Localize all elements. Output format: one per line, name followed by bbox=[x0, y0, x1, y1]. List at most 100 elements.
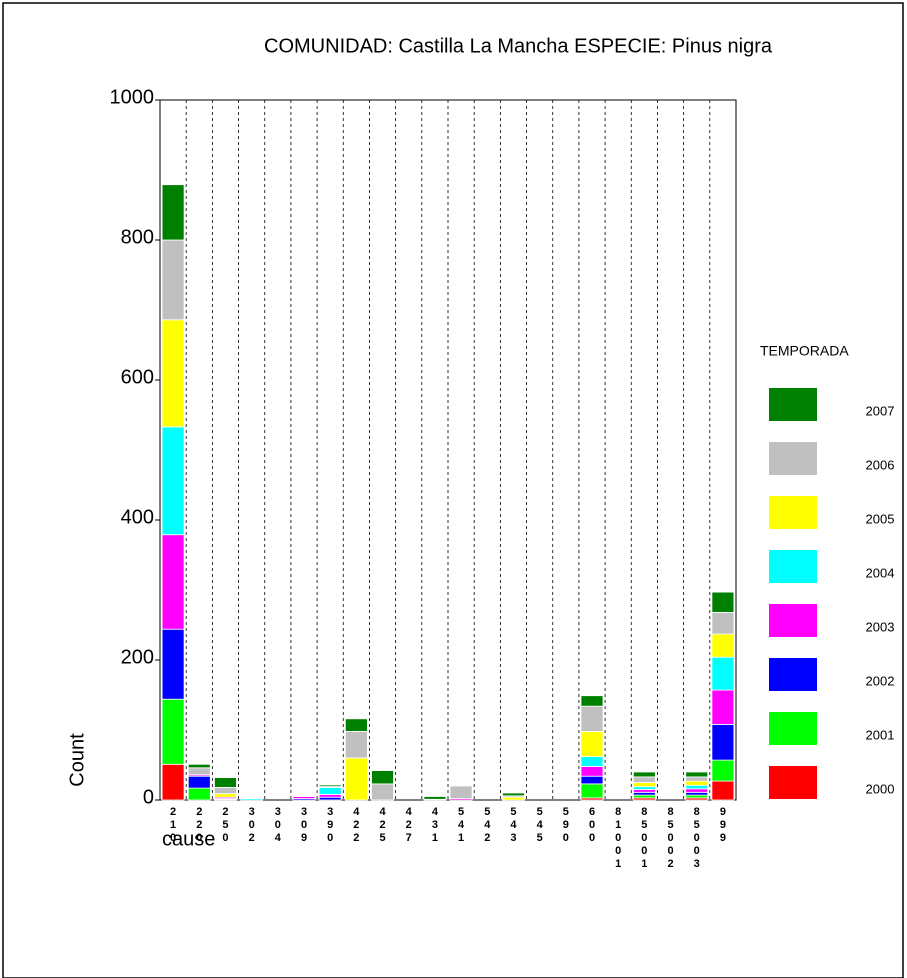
x-tick-char: 0 bbox=[327, 832, 333, 844]
x-tick-char: 4 bbox=[406, 806, 413, 818]
bar-segment bbox=[318, 787, 342, 795]
bar-segment bbox=[161, 319, 185, 428]
bar-segment bbox=[685, 780, 709, 786]
x-tick-char: 2 bbox=[196, 819, 202, 831]
x-tick-char: 0 bbox=[694, 845, 700, 857]
legend-label: 2003 bbox=[866, 619, 895, 634]
x-tick-char: 5 bbox=[641, 819, 647, 831]
x-tick-char: 0 bbox=[563, 832, 569, 844]
bar-segment bbox=[423, 796, 447, 800]
bar-segment bbox=[580, 783, 604, 799]
bar-segment bbox=[161, 426, 185, 536]
x-tick-char: 5 bbox=[537, 832, 543, 844]
bar-segment bbox=[685, 791, 709, 796]
legend-label: 2005 bbox=[866, 511, 895, 526]
x-tick-char: 0 bbox=[667, 832, 673, 844]
bar-segment bbox=[685, 771, 709, 778]
bar-segment bbox=[580, 705, 604, 732]
bar-segment bbox=[214, 793, 237, 798]
x-tick-char: 0 bbox=[694, 832, 700, 844]
x-tick-char: 2 bbox=[667, 858, 673, 870]
bar-segment bbox=[711, 780, 735, 801]
x-tick-char: 0 bbox=[641, 832, 647, 844]
legend-title: TEMPORADA bbox=[760, 343, 849, 359]
legend-label: 2006 bbox=[866, 457, 895, 472]
x-tick-char: 6 bbox=[589, 806, 595, 818]
x-tick-char: 0 bbox=[170, 832, 176, 844]
bar-segment bbox=[711, 633, 735, 658]
x-tick-char: 5 bbox=[537, 806, 543, 818]
legend-swatch bbox=[769, 658, 817, 691]
x-tick-char: 1 bbox=[641, 858, 647, 870]
bar-segment bbox=[161, 239, 185, 321]
x-tick-char: 5 bbox=[379, 832, 385, 844]
x-tick-char: 0 bbox=[275, 819, 281, 831]
x-tick-char: 4 bbox=[484, 819, 491, 831]
x-tick-char: 2 bbox=[196, 806, 202, 818]
bar-segment bbox=[214, 787, 237, 795]
x-tick-char: 0 bbox=[667, 845, 673, 857]
x-tick-char: 3 bbox=[275, 806, 281, 818]
bar-segment bbox=[214, 777, 237, 788]
x-tick-char: 0 bbox=[641, 845, 647, 857]
bar-segment bbox=[371, 770, 394, 785]
x-tick-char: 5 bbox=[222, 819, 228, 831]
x-tick-char: 0 bbox=[301, 819, 307, 831]
legend-swatch bbox=[769, 604, 817, 637]
y-tick-label: 400 bbox=[121, 506, 154, 528]
x-tick-char: 0 bbox=[589, 832, 595, 844]
x-tick-char: 1 bbox=[458, 832, 464, 844]
x-tick-char: 0 bbox=[615, 845, 621, 857]
bar-segment bbox=[685, 794, 709, 799]
bar-segment bbox=[632, 771, 656, 778]
x-tick-char: 9 bbox=[720, 806, 726, 818]
x-tick-char: 9 bbox=[301, 832, 307, 844]
bar-segment bbox=[502, 796, 525, 801]
bar-segment bbox=[161, 763, 185, 801]
x-tick-char: 3 bbox=[249, 806, 255, 818]
x-tick-char: 3 bbox=[432, 819, 438, 831]
bar-segment bbox=[711, 591, 735, 613]
x-tick-char: 0 bbox=[615, 832, 621, 844]
x-tick-char: 3 bbox=[301, 806, 307, 818]
x-tick-char: 1 bbox=[615, 819, 621, 831]
bar-segment bbox=[580, 775, 604, 785]
x-tick-char: 3 bbox=[510, 832, 516, 844]
bar-segment bbox=[711, 656, 735, 691]
legend-swatch bbox=[769, 442, 817, 475]
y-axis-label: Count bbox=[66, 733, 88, 787]
x-tick-char: 5 bbox=[458, 806, 464, 818]
bar-segment bbox=[685, 776, 709, 782]
bar-segment bbox=[318, 796, 342, 801]
x-tick-char: 1 bbox=[615, 858, 621, 870]
x-tick-char: 4 bbox=[510, 819, 517, 831]
bar-segment bbox=[161, 184, 185, 241]
bar-segment bbox=[685, 788, 709, 793]
bar-segment bbox=[449, 785, 473, 800]
x-tick-char: 3 bbox=[694, 858, 700, 870]
x-axis-label: cause bbox=[162, 828, 215, 850]
chart-title: COMUNIDAD: Castilla La Mancha ESPECIE: P… bbox=[264, 35, 773, 57]
legend-swatch bbox=[769, 712, 817, 745]
y-tick-label: 0 bbox=[143, 786, 154, 808]
legend-swatch bbox=[769, 496, 817, 529]
x-tick-char: 0 bbox=[222, 832, 228, 844]
bar-segment bbox=[161, 534, 185, 630]
x-tick-char: 4 bbox=[275, 832, 282, 844]
bar-segment bbox=[371, 783, 394, 801]
bar-segment bbox=[580, 766, 604, 777]
bar-segment bbox=[580, 695, 604, 707]
